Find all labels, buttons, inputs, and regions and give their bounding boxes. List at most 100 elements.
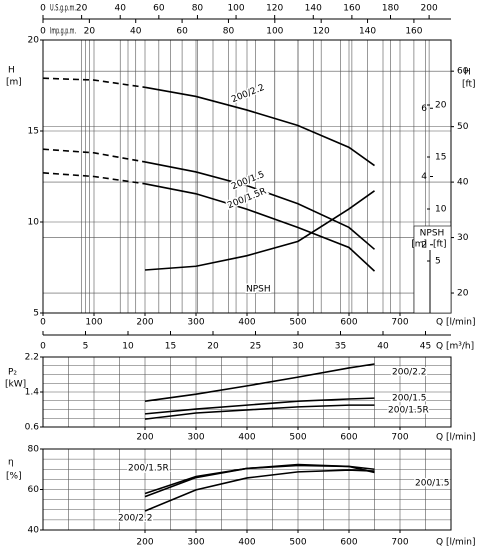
curve <box>144 464 375 495</box>
x-tick-label: 300 <box>187 433 204 443</box>
x2-tick-label: 30 <box>292 342 304 352</box>
x2-tick-label: 25 <box>250 342 261 352</box>
curve <box>144 86 375 167</box>
y-label: η <box>8 458 14 468</box>
y-tick-label: 20 <box>28 36 40 46</box>
y-tick-label: 0.6 <box>25 423 40 433</box>
x4-tick-label: 20 <box>84 27 96 37</box>
y-unit: [m] <box>6 78 22 88</box>
x4-tick-label: 160 <box>405 27 422 37</box>
curve-dashed <box>42 148 146 163</box>
npsh-ft-tick-label: 15 <box>435 153 446 163</box>
x3-tick-label: 180 <box>382 4 399 14</box>
x3-tick-label: 20 <box>76 4 88 14</box>
npsh-ft-tick-label: 10 <box>435 205 447 215</box>
x-tick-label: 300 <box>187 538 204 548</box>
npsh-axis-title: NPSH <box>420 229 445 239</box>
y2-tick-label: 50 <box>457 122 469 132</box>
curve <box>144 182 376 272</box>
y-label: P₂ <box>8 368 17 378</box>
x-tick-label: 200 <box>136 538 153 548</box>
y2-tick-label: 20 <box>457 289 469 299</box>
x-tick-label: 700 <box>391 538 408 548</box>
y-label: H <box>8 66 15 76</box>
x2-tick-label: 5 <box>83 342 89 352</box>
x2-tick-label: 35 <box>335 342 346 352</box>
x-label: Q <box>436 318 443 328</box>
curve <box>144 190 375 271</box>
x-tick-label: 600 <box>340 433 357 443</box>
npsh-ft-tick-label: 20 <box>435 101 447 111</box>
x-tick-label: 400 <box>238 318 255 328</box>
y-tick-label: 2.2 <box>25 353 39 363</box>
y2-tick-label: 40 <box>457 178 469 188</box>
npsh-m-tick-label: 4 <box>421 172 427 182</box>
x2-label: Q <box>436 342 443 352</box>
y-tick-label: 10 <box>28 218 40 228</box>
curve-label: 200/2.2 <box>118 514 153 524</box>
x-tick-label: 400 <box>238 538 255 548</box>
x-tick-label: 200 <box>136 318 153 328</box>
x3-label: U.S.g.p.m. <box>50 4 76 14</box>
x2-tick-label: 0 <box>40 342 46 352</box>
x-tick-label: 0 <box>40 318 46 328</box>
x4-tick-label: 40 <box>130 27 142 37</box>
x2-tick-label: 15 <box>165 342 176 352</box>
x4-tick-label: 60 <box>176 27 188 37</box>
x-unit: [l/min] <box>446 318 476 328</box>
y2-label: H <box>464 68 471 78</box>
x2-unit: [m³/h] <box>446 342 474 352</box>
npsh-inset-background <box>413 225 452 314</box>
x3-tick-label: 200 <box>421 4 438 14</box>
x3-tick-label: 140 <box>305 4 322 14</box>
curve-label: NPSH <box>246 285 271 295</box>
x-tick-label: 100 <box>85 318 102 328</box>
x2-tick-label: 10 <box>122 342 134 352</box>
y-tick-label: 60 <box>28 485 40 495</box>
npsh-ft-unit: [ft] <box>433 240 447 250</box>
curve <box>144 469 375 512</box>
curve <box>144 161 376 250</box>
y2-tick-label: 30 <box>457 233 469 243</box>
x4-tick-label: 140 <box>359 27 376 37</box>
curve-dashed <box>42 172 146 185</box>
npsh-m-tick-label: 2 <box>421 240 427 250</box>
y-unit: [%] <box>6 472 22 482</box>
x-tick-label: 700 <box>391 318 408 328</box>
x-tick-label: 600 <box>340 538 357 548</box>
npsh-ft-tick-label: 5 <box>435 257 441 267</box>
curve-label: 200/2.2 <box>392 368 427 378</box>
x-tick-label: 500 <box>289 433 306 443</box>
x3-tick-label: 100 <box>227 4 244 14</box>
curve-label: 200/1.5 <box>392 394 427 404</box>
curve <box>144 404 375 420</box>
x2-tick-label: 40 <box>377 342 389 352</box>
y-tick-label: 40 <box>28 526 40 536</box>
x4-label: Imp.g.p.m. <box>50 27 76 37</box>
x2-tick-label: 20 <box>207 342 219 352</box>
x3-tick-label: 160 <box>343 4 360 14</box>
curve-label: 200/1.5 <box>415 479 450 489</box>
x4-tick-label: 0 <box>40 27 46 37</box>
y-tick-label: 1.4 <box>25 388 40 398</box>
x-tick-label: 600 <box>340 318 357 328</box>
x2-tick-label: 45 <box>420 342 431 352</box>
y-tick-label: 15 <box>28 127 39 137</box>
y-unit: [kW] <box>5 380 26 390</box>
curve <box>144 397 375 415</box>
y2-unit: [ft] <box>462 80 476 90</box>
x-tick-label: 300 <box>187 318 204 328</box>
x3-tick-label: 120 <box>266 4 283 14</box>
x-unit: [l/min] <box>446 538 476 548</box>
y-tick-label: 5 <box>33 309 39 319</box>
x4-tick-label: 120 <box>313 27 330 37</box>
x3-tick-label: 60 <box>153 4 165 14</box>
x-tick-label: 200 <box>136 433 153 443</box>
npsh-m-tick-label: 6 <box>421 104 427 114</box>
x3-tick-label: 0 <box>40 4 46 14</box>
curve-dashed <box>42 77 146 89</box>
npsh-m-unit: [m] <box>411 240 427 250</box>
x4-tick-label: 100 <box>266 27 283 37</box>
